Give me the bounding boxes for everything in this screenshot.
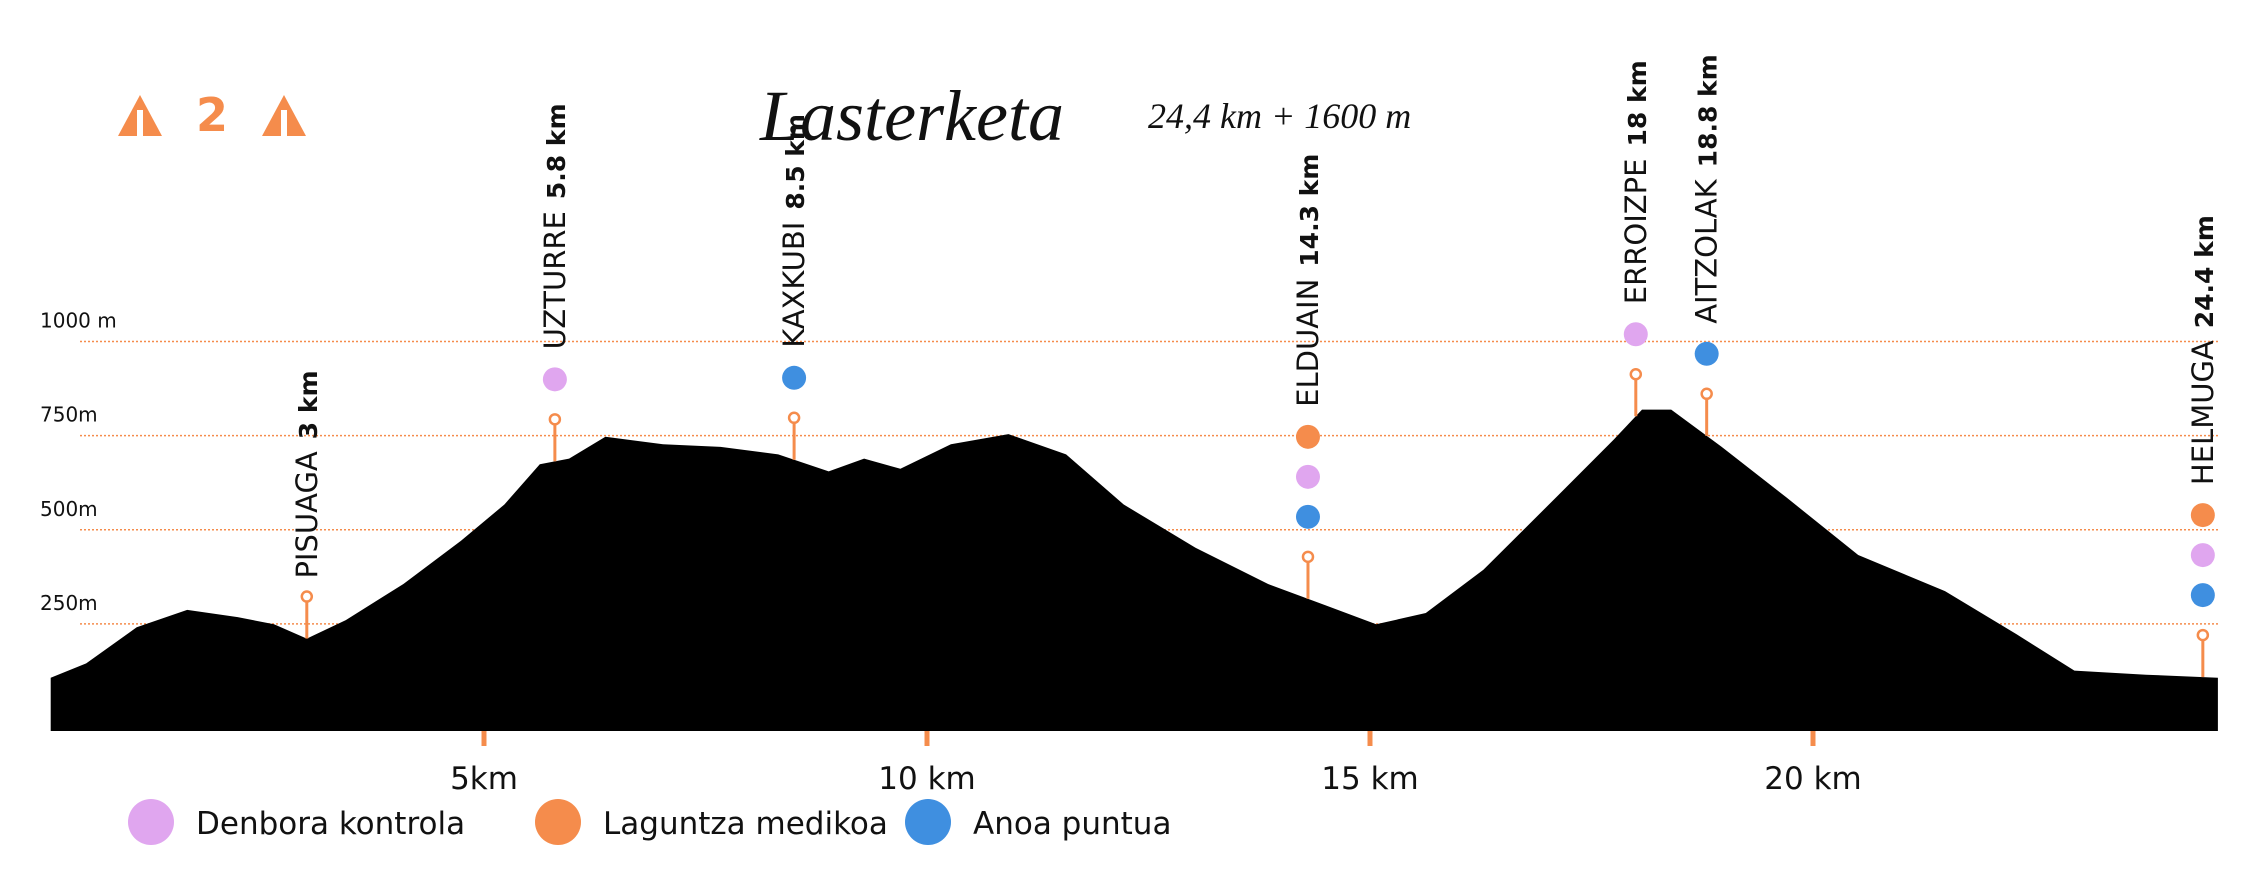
- checkpoint-pin: [787, 411, 801, 425]
- service-dot: [1694, 341, 1719, 366]
- checkpoint-pin: [1301, 550, 1315, 564]
- checkpoint: AITZOLAK 18.8 km: [1690, 54, 1724, 436]
- legend-label: Anoa puntua: [973, 806, 1171, 842]
- checkpoint-label: HELMUGA 24.4 km: [2186, 215, 2220, 485]
- legend-swatch: [535, 799, 581, 845]
- service-dot: [2190, 503, 2215, 528]
- legend-label: Laguntza medikoa: [603, 806, 888, 842]
- elevation-profile: [50, 409, 2218, 731]
- checkpoint-name: ELDUAIN: [1291, 279, 1325, 407]
- checkpoint-name: KAXKUBI: [777, 222, 811, 348]
- service-dot: [1295, 424, 1320, 449]
- checkpoint: ERROIZPE 18 km: [1619, 60, 1653, 417]
- legend-label: Denbora kontrola: [196, 806, 465, 842]
- checkpoint-km: 8.5 km: [781, 114, 810, 210]
- checkpoint-pin: [1629, 367, 1643, 381]
- checkpoint-label: AITZOLAK 18.8 km: [1690, 54, 1724, 324]
- logo-badge: 2: [196, 88, 228, 142]
- checkpoint: UZTURRE 5.8 km: [538, 104, 572, 462]
- y-tick-label: 500m: [40, 497, 98, 521]
- checkpoint-name: AITZOLAK: [1690, 178, 1724, 323]
- checkpoint-pin: [548, 413, 562, 426]
- checkpoint-pin: [2196, 628, 2210, 642]
- x-tick-label: 10 km: [878, 761, 975, 797]
- checkpoint: PISUAGA 3 km: [290, 370, 324, 639]
- checkpoint-km: 18.8 km: [1694, 54, 1723, 167]
- logo-icon-cut: [281, 110, 287, 136]
- service-dot: [1295, 504, 1320, 529]
- checkpoint-label: ELDUAIN 14.3 km: [1291, 154, 1325, 407]
- service-dot: [782, 365, 807, 390]
- x-tick-label: 5km: [450, 761, 518, 797]
- service-dot: [2190, 583, 2215, 608]
- checkpoint-name: HELMUGA: [2186, 340, 2220, 485]
- y-tick-label: 1000 m: [40, 309, 117, 333]
- checkpoint-km: 24.4 km: [2190, 215, 2219, 328]
- service-dot: [1623, 322, 1648, 347]
- checkpoint-label: ERROIZPE 18 km: [1619, 60, 1653, 304]
- checkpoint-km: 14.3 km: [1295, 154, 1324, 267]
- checkpoint-pin: [1700, 387, 1713, 401]
- chart-subtitle: 24,4 km + 1600 m: [1148, 96, 1411, 136]
- y-tick-label: 750m: [40, 403, 98, 427]
- checkpoint-km: 18 km: [1623, 60, 1652, 146]
- checkpoint-km: 5.8 km: [542, 104, 571, 200]
- legend-swatch: [905, 799, 951, 845]
- checkpoint: HELMUGA 24.4 km: [2186, 215, 2220, 678]
- checkpoint-km: 3 km: [294, 370, 323, 439]
- logo-icon-cut: [137, 110, 143, 136]
- checkpoint-label: UZTURRE 5.8 km: [538, 104, 572, 350]
- checkpoint: KAXKUBI 8.5 km: [777, 114, 811, 460]
- checkpoint: ELDUAIN 14.3 km: [1291, 154, 1325, 599]
- y-tick-label: 250m: [40, 591, 98, 615]
- legend-swatch: [128, 799, 174, 845]
- checkpoint-name: ERROIZPE: [1619, 159, 1653, 305]
- x-tick-label: 20 km: [1764, 761, 1861, 797]
- logo: 2: [118, 88, 306, 142]
- checkpoint-name: PISUAGA: [290, 451, 324, 578]
- checkpoint-label: KAXKUBI 8.5 km: [777, 114, 811, 348]
- chart-title: Lasterketa: [759, 76, 1064, 156]
- checkpoint-label: PISUAGA 3 km: [290, 370, 324, 578]
- service-dot: [542, 367, 567, 392]
- checkpoint-pin: [300, 590, 314, 603]
- x-tick-label: 15 km: [1321, 761, 1418, 797]
- service-dot: [2190, 543, 2215, 568]
- service-dot: [1295, 464, 1320, 489]
- checkpoint-name: UZTURRE: [538, 211, 572, 349]
